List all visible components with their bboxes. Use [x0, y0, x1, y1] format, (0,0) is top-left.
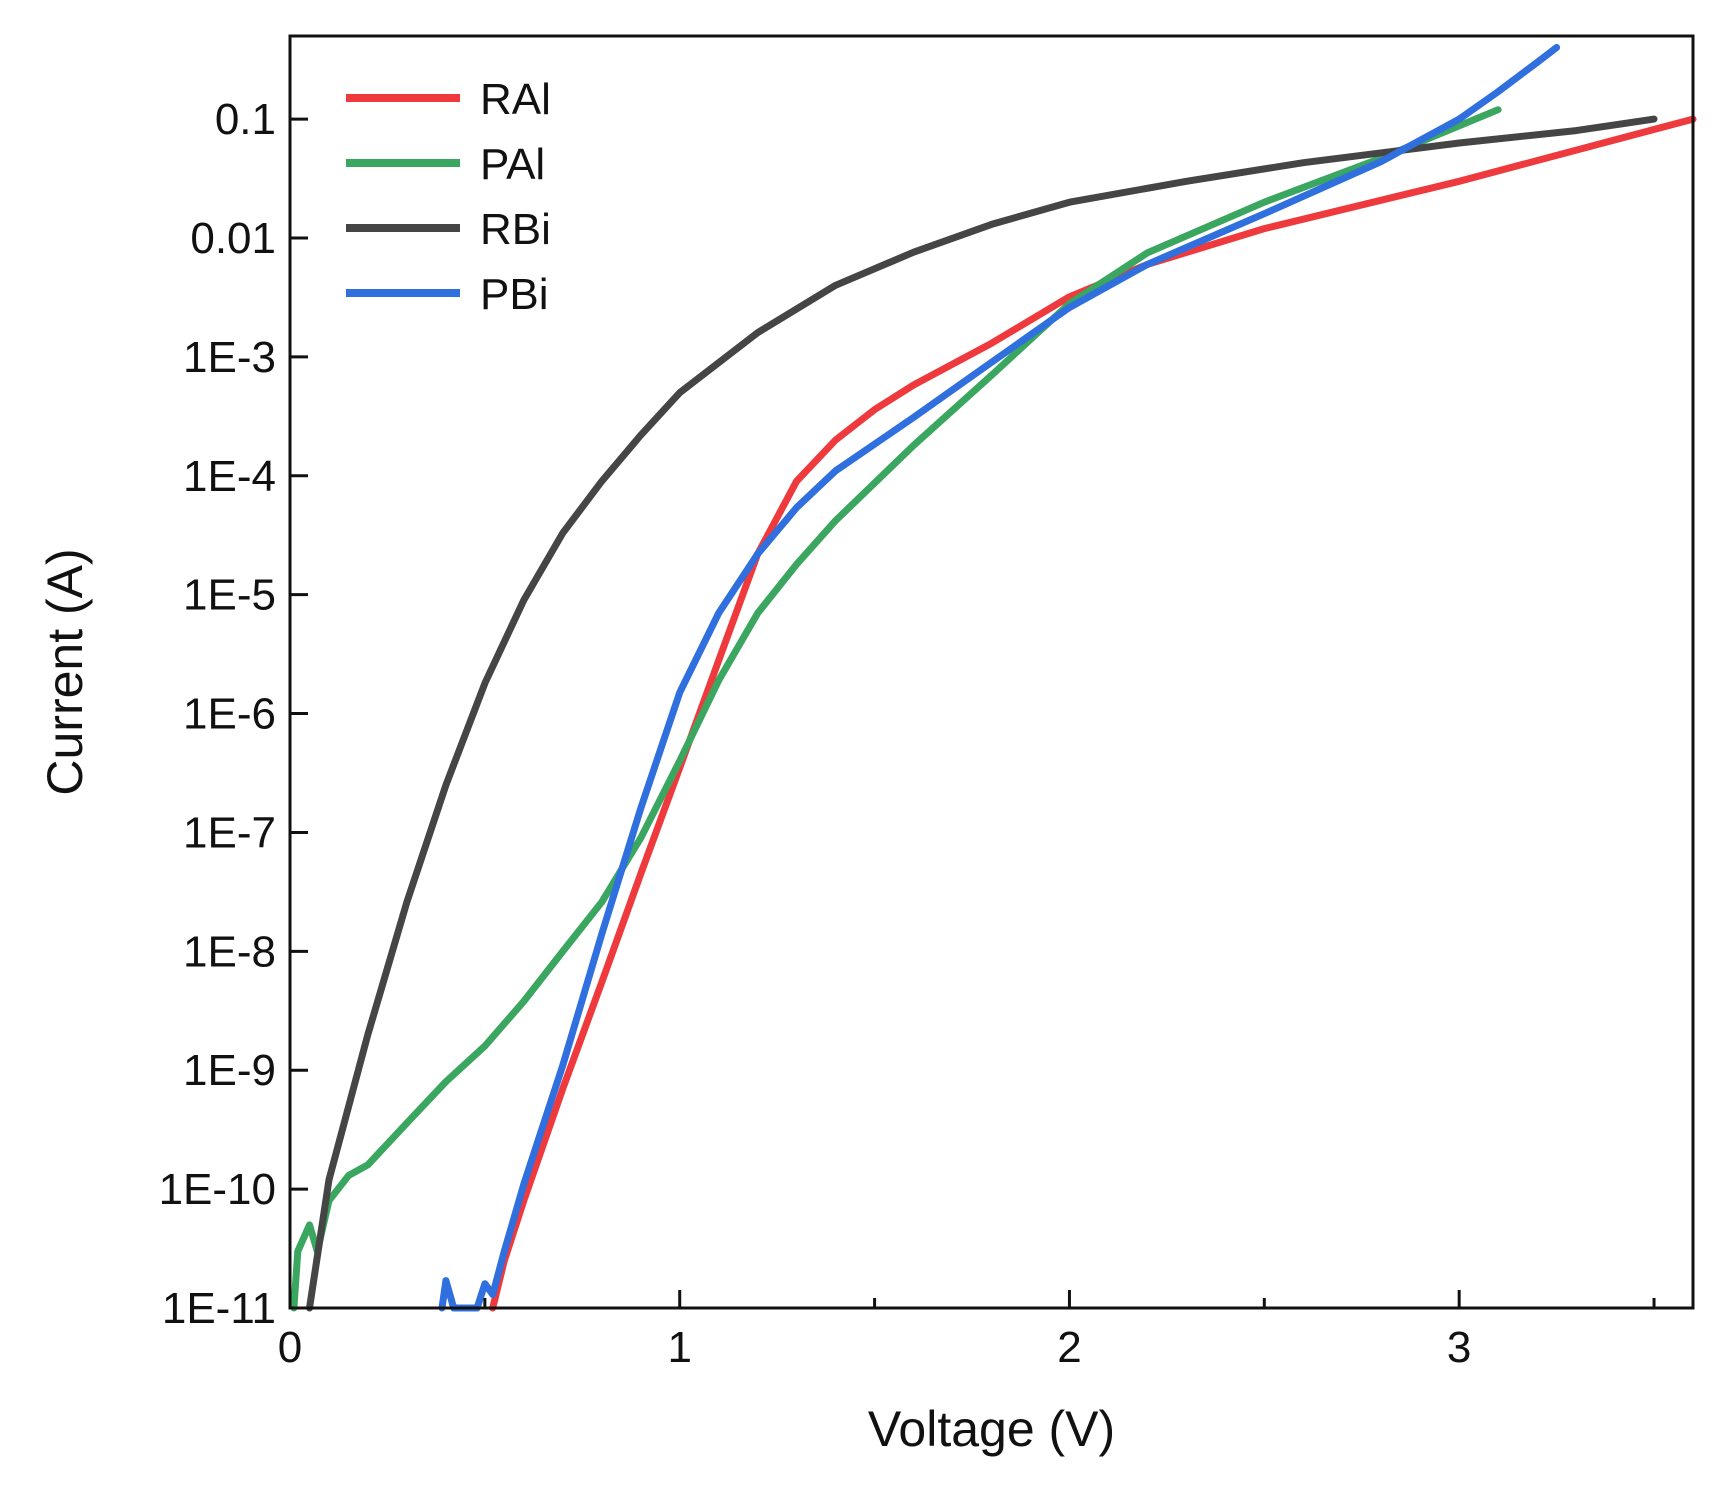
series-line-pbi: [438, 44, 1561, 1312]
y-tick-label: 1E-5: [183, 571, 276, 620]
y-tick-label: 1E-3: [183, 333, 276, 382]
plot-frame: [288, 34, 1695, 1310]
series-line-rbi: [306, 115, 1658, 1312]
x-tick-labels: 0 1 2 3: [278, 1323, 1472, 1372]
y-tick-label: 1E-9: [183, 1046, 276, 1095]
y-tick-label: 1E-8: [183, 927, 276, 976]
x-axis-title: Voltage (V): [868, 1401, 1115, 1457]
y-tick-label: 1E-11: [162, 1284, 276, 1333]
legend-label-pal: PAl: [480, 140, 545, 189]
x-tick-label: 3: [1447, 1323, 1471, 1372]
y-tick-labels: 1E-11 1E-10 1E-9 1E-8 1E-7 1E-6 1E-5 1E-4 1E-3 0.…: [159, 95, 276, 1333]
y-tick-label: 1E-7: [183, 808, 276, 857]
plot-area: [288, 34, 1697, 1312]
ticks-layer: [288, 117, 1656, 1310]
x-tick-label: 1: [667, 1323, 691, 1372]
legend: RAl PAl RBi PBi: [346, 75, 551, 319]
y-tick-label: 1E-10: [159, 1165, 276, 1214]
legend-label-ral: RAl: [480, 75, 551, 124]
y-axis-title: Current (A): [37, 548, 93, 795]
y-tick-label: 1E-6: [183, 690, 276, 739]
legend-label-pbi: PBi: [480, 270, 548, 319]
legend-label-rbi: RBi: [480, 205, 551, 254]
x-tick-label: 0: [278, 1323, 302, 1372]
y-tick-label: 0.1: [215, 95, 276, 144]
x-tick-label: 2: [1057, 1323, 1081, 1372]
y-tick-label: 1E-4: [183, 452, 276, 501]
series-layer: [290, 44, 1697, 1312]
y-tick-label: 0.01: [190, 214, 276, 263]
